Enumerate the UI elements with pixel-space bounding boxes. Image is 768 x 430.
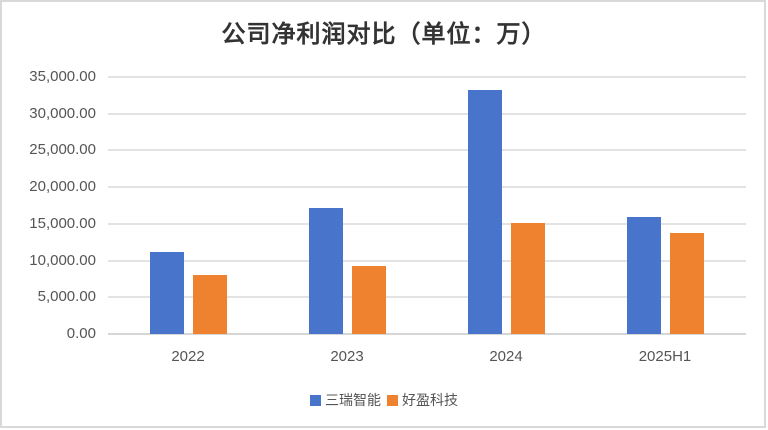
bar-haoying-2023	[351, 266, 386, 334]
legend-label: 三瑞智能	[325, 393, 381, 409]
y-tick-label: 0.00	[66, 325, 96, 342]
y-tick-label: 5,000.00	[37, 288, 96, 306]
y-tick-label: 10,000.00	[29, 251, 96, 269]
y-tick-label: 25,000.00	[29, 141, 96, 159]
bar-sanrui-2023	[308, 207, 343, 334]
y-tick-label: 20,000.00	[29, 178, 96, 196]
legend-swatch-icon	[310, 394, 321, 406]
gridline	[108, 112, 746, 115]
gridline	[108, 259, 746, 262]
bar-sanrui-2024	[467, 89, 502, 334]
x-tick-label: 2022	[171, 348, 205, 365]
bar-haoying-2025H1	[669, 233, 704, 334]
gridline	[108, 149, 746, 152]
gridline	[108, 296, 746, 299]
x-tick-label: 2023	[330, 348, 364, 365]
legend-item: 好盈科技	[387, 390, 458, 410]
y-tick-label: 30,000.00	[29, 104, 96, 122]
legend: 三瑞智能 好盈科技	[0, 390, 768, 410]
bar-sanrui-2025H1	[626, 217, 661, 334]
bar-sanrui-2022	[149, 251, 184, 334]
gridline	[108, 333, 746, 335]
gridline	[108, 186, 746, 189]
gridline	[108, 76, 746, 78]
x-tick-label: 2024	[489, 348, 523, 365]
gridline	[108, 222, 746, 225]
y-tick-label: 15,000.00	[29, 214, 96, 232]
chart-title: 公司净利润对比（单位：万）	[221, 20, 547, 48]
legend-swatch-icon	[387, 394, 398, 406]
bar-haoying-2022	[192, 275, 227, 334]
legend-item: 三瑞智能	[310, 390, 381, 410]
legend-label: 好盈科技	[402, 393, 458, 409]
x-tick-label: 2025H1	[638, 348, 692, 365]
y-tick-label: 35,000.00	[29, 68, 96, 85]
bar-haoying-2024	[510, 222, 545, 334]
